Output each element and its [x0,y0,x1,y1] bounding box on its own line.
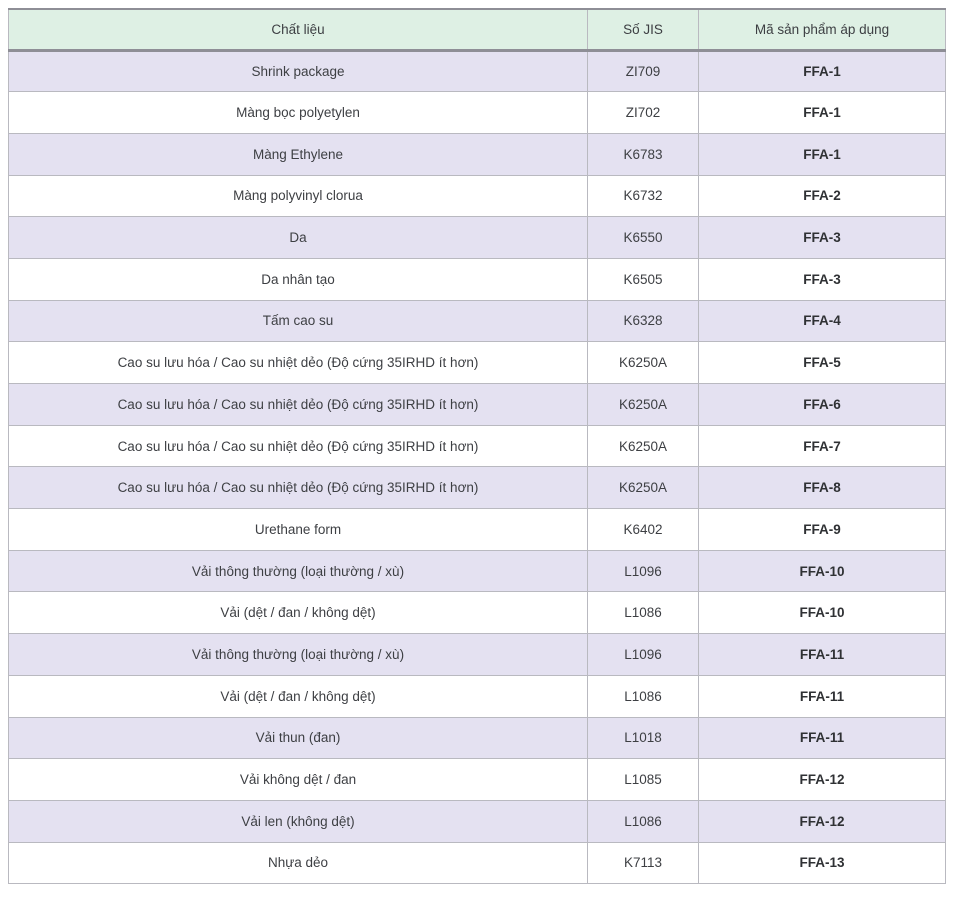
cell-jis: K6250A [587,341,699,384]
cell-material: Vải thông thường (loại thường / xù) [8,633,588,676]
table-row: Cao su lưu hóa / Cao su nhiệt dẻo (Độ cứ… [8,341,946,384]
cell-jis: L1096 [587,549,699,593]
cell-product: FFA-10 [698,591,946,635]
cell-jis: L1096 [587,633,699,676]
table-row: Vải thông thường (loại thường / xù) L1096… [8,633,946,676]
table-row: Nhựa dẻo K7113 FFA-13 [8,841,946,885]
cell-jis: ZI702 [587,91,699,134]
cell-material: Vải (dệt / đan / không dệt) [8,591,588,635]
cell-product: FFA-5 [698,341,946,384]
cell-product: FFA-13 [698,841,946,885]
table-row: Da nhân tạo K6505 FFA-3 [8,257,946,301]
cell-product: FFA-11 [698,674,946,718]
cell-jis: K6250A [587,424,699,468]
cell-product: FFA-10 [698,549,946,593]
materials-table: Chất liệu Số JIS Mã sản phẩm áp dụng Shr… [8,8,946,885]
table-row: Tấm cao su K6328 FFA-4 [8,299,946,343]
table-row: Vải len (không dệt) L1086 FFA-12 [8,799,946,843]
table-body: Shrink package ZI709 FFA-1 Màng bọc polyety… [8,49,946,885]
cell-material: Cao su lưu hóa / Cao su nhiệt dẻo (Độ cứ… [8,466,588,510]
cell-material: Vải len (không dệt) [8,799,588,843]
cell-jis: K6328 [587,299,699,343]
cell-jis: K6505 [587,257,699,301]
table-row: Vải (dệt / đan / không dệt) L1086 FFA-11 [8,674,946,718]
column-header-jis: Số JIS [587,8,699,52]
table-row: Cao su lưu hóa / Cao su nhiệt dẻo (Độ cứ… [8,466,946,510]
cell-material: Vải thông thường (loại thường / xù) [8,549,588,593]
table-row: Vải (dệt / đan / không dệt) L1086 FFA-10 [8,591,946,635]
cell-jis: L1085 [587,758,699,801]
cell-product: FFA-9 [698,508,946,551]
cell-product: FFA-7 [698,424,946,468]
cell-material: Cao su lưu hóa / Cao su nhiệt dẻo (Độ cứ… [8,341,588,384]
cell-jis: K7113 [587,841,699,885]
table-row: Cao su lưu hóa / Cao su nhiệt dẻo (Độ cứ… [8,424,946,468]
cell-material: Tấm cao su [8,299,588,343]
cell-jis: K6732 [587,174,699,218]
cell-product: FFA-3 [698,216,946,259]
cell-material: Nhựa dẻo [8,841,588,885]
cell-material: Shrink package [8,49,588,93]
cell-jis: K6783 [587,132,699,176]
cell-material: Vải (dệt / đan / không dệt) [8,674,588,718]
table-header: Chất liệu Số JIS Mã sản phẩm áp dụng [8,8,946,52]
cell-product: FFA-11 [698,633,946,676]
cell-material: Vải thun (đan) [8,716,588,760]
cell-jis: ZI709 [587,49,699,93]
cell-product: FFA-12 [698,758,946,801]
cell-product: FFA-8 [698,466,946,510]
column-header-material: Chất liệu [8,8,588,52]
cell-product: FFA-3 [698,257,946,301]
table-row: Màng Ethylene K6783 FFA-1 [8,132,946,176]
cell-material: Vải không dệt / đan [8,758,588,801]
cell-material: Cao su lưu hóa / Cao su nhiệt dẻo (Độ cứ… [8,383,588,426]
cell-material: Da nhân tạo [8,257,588,301]
table-row: Da K6550 FFA-3 [8,216,946,259]
cell-product: FFA-1 [698,91,946,134]
cell-product: FFA-4 [698,299,946,343]
cell-material: Màng polyvinyl clorua [8,174,588,218]
table-row: Shrink package ZI709 FFA-1 [8,49,946,93]
cell-material: Da [8,216,588,259]
cell-material: Màng Ethylene [8,132,588,176]
cell-jis: K6550 [587,216,699,259]
cell-jis: L1086 [587,799,699,843]
table-row: Vải không dệt / đan L1085 FFA-12 [8,758,946,801]
table-row: Màng polyvinyl clorua K6732 FFA-2 [8,174,946,218]
cell-jis: L1086 [587,591,699,635]
cell-product: FFA-11 [698,716,946,760]
cell-jis: K6250A [587,383,699,426]
cell-material: Màng bọc polyetylen [8,91,588,134]
table-row: Vải thông thường (loại thường / xù) L1096… [8,549,946,593]
table-row: Màng bọc polyetylen ZI702 FFA-1 [8,91,946,134]
header-row: Chất liệu Số JIS Mã sản phẩm áp dụng [8,8,946,52]
cell-product: FFA-1 [698,132,946,176]
cell-jis: L1018 [587,716,699,760]
cell-jis: K6250A [587,466,699,510]
cell-product: FFA-2 [698,174,946,218]
table-row: Cao su lưu hóa / Cao su nhiệt dẻo (Độ cứ… [8,383,946,426]
cell-product: FFA-1 [698,49,946,93]
cell-material: Cao su lưu hóa / Cao su nhiệt dẻo (Độ cứ… [8,424,588,468]
column-header-product: Mã sản phẩm áp dụng [698,8,946,52]
cell-material: Urethane form [8,508,588,551]
cell-product: FFA-6 [698,383,946,426]
cell-product: FFA-12 [698,799,946,843]
cell-jis: L1086 [587,674,699,718]
cell-jis: K6402 [587,508,699,551]
table-row: Vải thun (đan) L1018 FFA-11 [8,716,946,760]
table-row: Urethane form K6402 FFA-9 [8,508,946,551]
